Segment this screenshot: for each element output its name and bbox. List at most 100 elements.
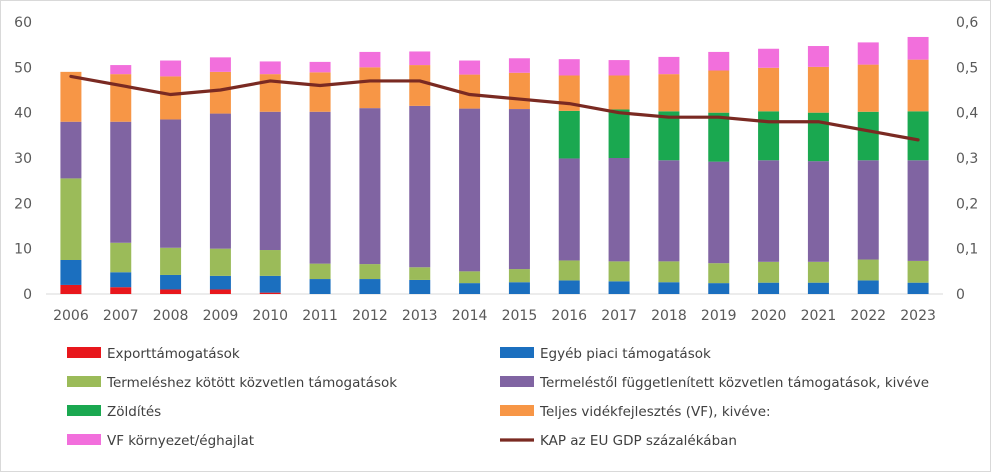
y-right-tick-label: 0,6 (956, 15, 978, 31)
bar-segment (110, 122, 131, 243)
bar-segment (609, 158, 630, 261)
bar-segment (459, 271, 480, 283)
legend-label: Egyéb piaci támogatások (540, 346, 711, 362)
legend-label: Zöldítés (107, 404, 161, 420)
bar-segment (559, 280, 580, 294)
bar-segment (409, 267, 430, 280)
bar-segment (210, 114, 231, 249)
bar-segment (359, 67, 380, 108)
bar-segment (509, 58, 530, 73)
bar-segment (210, 249, 231, 276)
x-tick-label: 2007 (103, 308, 139, 324)
bar-segment (60, 122, 81, 179)
bar-segment (658, 57, 679, 74)
bar-segment (808, 161, 829, 262)
bar-segment (210, 72, 231, 114)
bar-segment (359, 52, 380, 67)
bar-segment (808, 46, 829, 67)
bar-segment (708, 52, 729, 71)
bar-segment (260, 61, 281, 74)
y-left-tick-label: 0 (23, 287, 32, 303)
y-left-tick-label: 30 (14, 151, 32, 167)
bar-segment (658, 261, 679, 282)
bar-segment (858, 112, 879, 161)
bar-segment (708, 113, 729, 162)
bar-segment (509, 109, 530, 269)
bar-segment (409, 106, 430, 267)
bar-segment (260, 112, 281, 250)
y-right-tick-label: 0,2 (956, 196, 978, 212)
legend-label: KAP az EU GDP százalékában (540, 433, 737, 449)
bar-segment (758, 68, 779, 112)
bar-segment (858, 280, 879, 294)
bar-segment (409, 280, 430, 294)
legend-swatch (500, 347, 534, 358)
bar-segment (658, 160, 679, 261)
bar-segment (160, 119, 181, 247)
y-left-tick-label: 60 (14, 15, 32, 31)
legend-swatch (67, 405, 101, 416)
bar-segment (260, 276, 281, 293)
x-tick-label: 2021 (801, 308, 837, 324)
bar-segment (160, 248, 181, 275)
bar-segment (609, 281, 630, 294)
bar-segment (708, 162, 729, 264)
y-right-tick-label: 0,1 (956, 242, 978, 258)
bar-segment (310, 72, 331, 111)
bar-segment (160, 76, 181, 119)
x-tick-label: 2022 (850, 308, 886, 324)
legend-swatch (67, 347, 101, 358)
x-tick-label: 2014 (452, 308, 488, 324)
y-left-tick-label: 10 (14, 242, 32, 258)
x-tick-label: 2020 (751, 308, 787, 324)
bar-segment (858, 260, 879, 281)
bar-segment (559, 260, 580, 280)
bar-segment (708, 263, 729, 283)
bar-segment (609, 109, 630, 158)
x-tick-label: 2019 (701, 308, 737, 324)
y-right-tick-label: 0,5 (956, 60, 978, 76)
bar-segment (509, 269, 530, 282)
bar-segment (260, 293, 281, 294)
bar-segment (758, 111, 779, 160)
bar-segment (858, 42, 879, 64)
x-tick-label: 2011 (302, 308, 338, 324)
bar-segment (858, 65, 879, 112)
bar-segment (908, 37, 929, 60)
bar-segment (359, 279, 380, 294)
bar-segment (110, 287, 131, 294)
bar-segment (110, 74, 131, 122)
bar-segment (858, 160, 879, 259)
legend-swatch (500, 376, 534, 387)
x-tick-label: 2006 (53, 308, 89, 324)
bar-segment (310, 112, 331, 264)
bar-segment (609, 60, 630, 75)
bar-segment (359, 108, 380, 264)
bar-segment (758, 160, 779, 262)
bar-segment (459, 109, 480, 272)
legend-label: Termeléstől függetlenített közvetlen tám… (539, 375, 929, 391)
x-tick-label: 2016 (551, 308, 587, 324)
y-right-tick-label: 0,4 (956, 106, 978, 122)
bar-segment (359, 264, 380, 279)
x-tick-label: 2008 (153, 308, 189, 324)
bar-segment (509, 282, 530, 294)
legend-label: Exporttámogatások (107, 346, 240, 362)
bar-segment (559, 111, 580, 159)
bar-segment (708, 283, 729, 294)
bar-segment (310, 62, 331, 72)
x-tick-label: 2012 (352, 308, 388, 324)
bar-segment (559, 59, 580, 75)
y-left-tick-label: 50 (14, 60, 32, 76)
bar-segment (60, 260, 81, 285)
bar-segment (210, 57, 231, 72)
bar-segment (908, 261, 929, 283)
bar-segment (708, 71, 729, 113)
bar-segment (758, 283, 779, 294)
bar-segment (808, 283, 829, 294)
bar-segment (908, 111, 929, 160)
bar-segment (310, 279, 331, 294)
bar-segment (160, 61, 181, 77)
